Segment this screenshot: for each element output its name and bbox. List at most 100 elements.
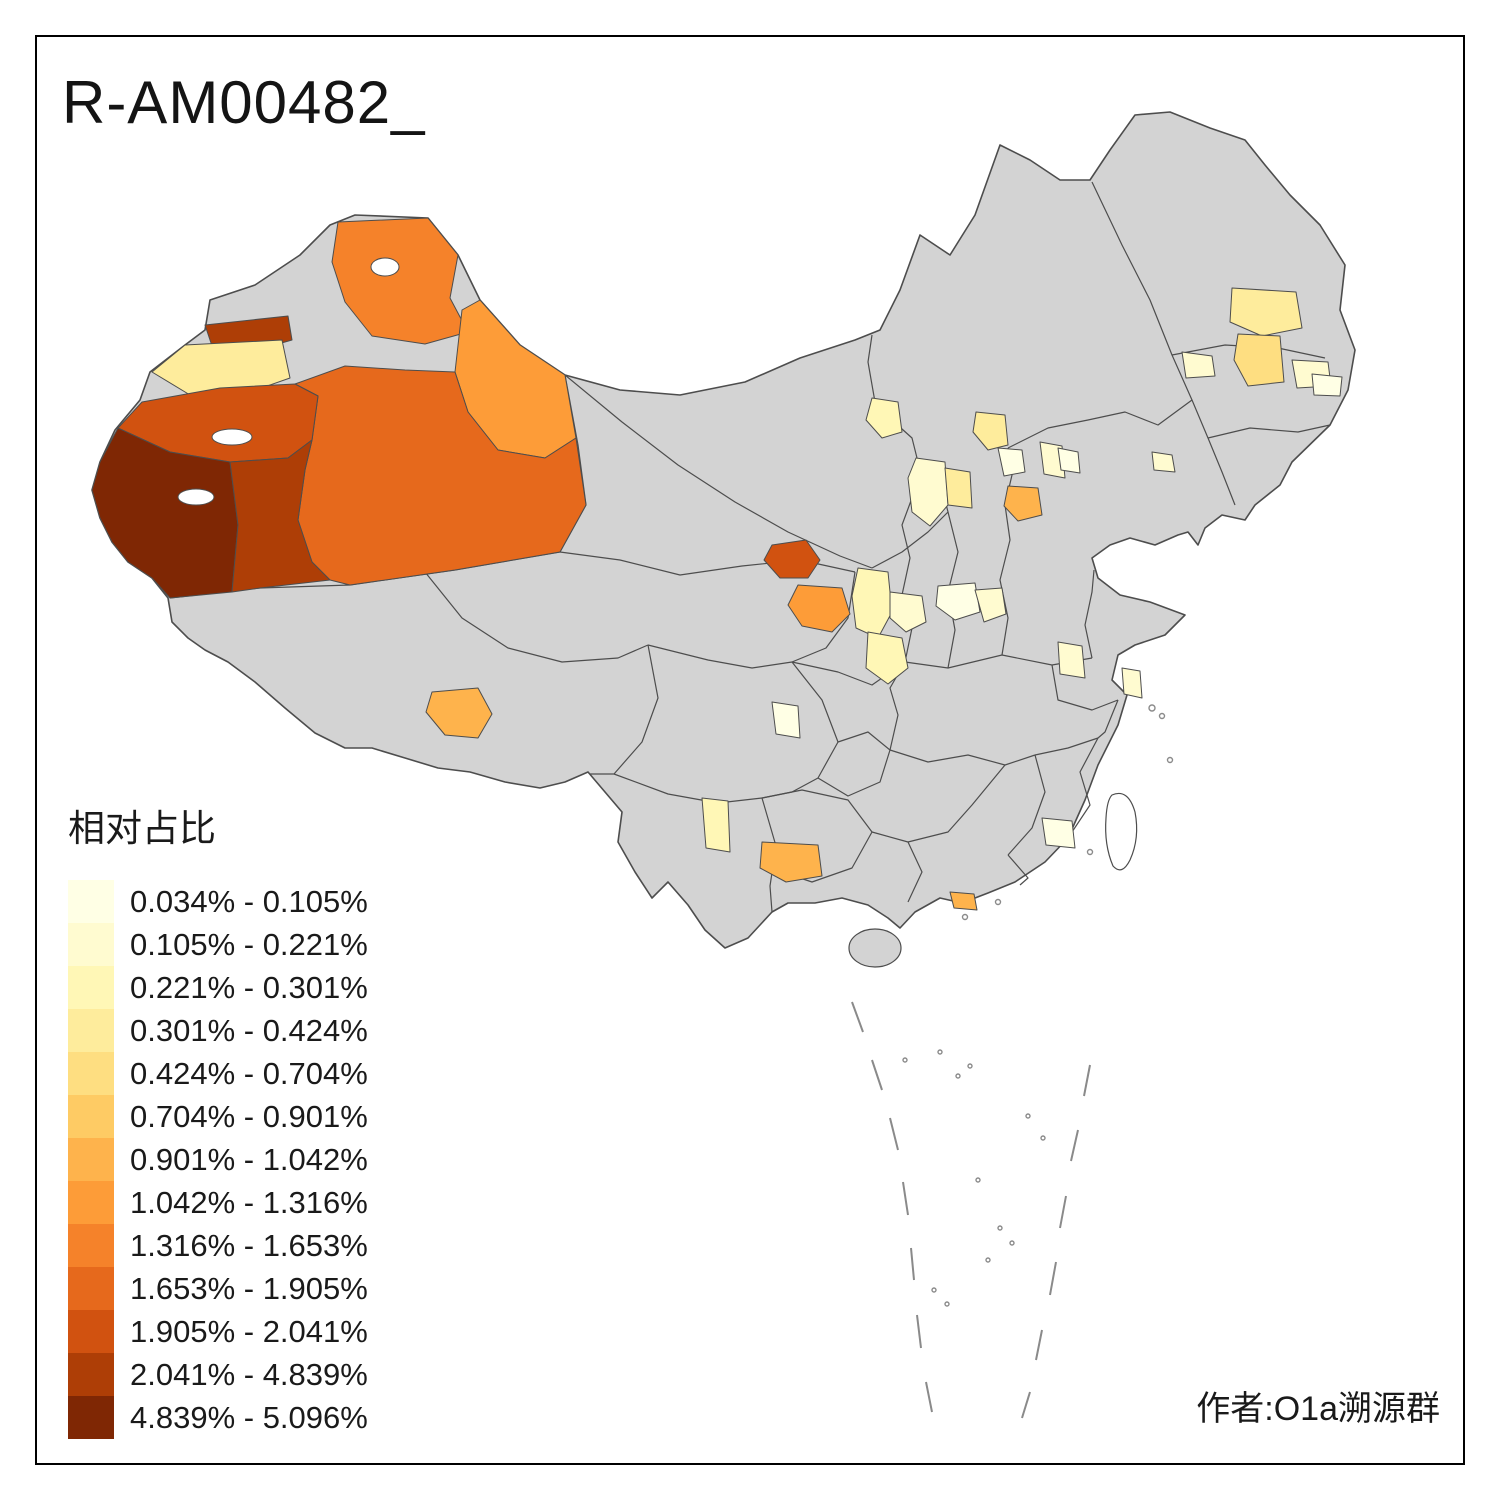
legend-item: 0.704% - 0.901% [68,1095,368,1138]
legend-swatch [68,1267,114,1310]
map-region-hebei-east [1057,447,1081,474]
legend-swatch [68,1095,114,1138]
legend-item: 1.042% - 1.316% [68,1181,368,1224]
legend-item: 4.839% - 5.096% [68,1396,368,1439]
map-region-hebei-north [972,411,1009,451]
sea-dash [902,1181,909,1216]
map-region-qinghai-orange [787,584,851,633]
south-china-sea-boundary [851,1001,1091,1419]
province-border [1007,399,1193,449]
province-border [999,447,1013,656]
legend-swatch [68,966,114,1009]
sea-dash [910,1247,915,1281]
sea-dash [1070,1129,1079,1162]
map-region-sichuan-pale [771,701,801,739]
legend-item: 0.424% - 0.704% [68,1052,368,1095]
map-region-innermongolia-west [865,397,903,439]
island-dot [931,1287,937,1293]
province-border [817,731,891,797]
map-region-gansu-east [889,591,927,633]
map-region-guizhou-guangxi [759,841,823,883]
map-region-jilin-far-east [1311,373,1343,397]
legend-title: 相对占比 [68,808,216,849]
enclave-hole [177,488,215,506]
legend-swatch [68,1138,114,1181]
map-region-heilongjiang-pale [1229,287,1303,337]
legend-label: 0.704% - 0.901% [130,1098,368,1134]
province-border [1034,737,1099,756]
island-dot [997,1225,1003,1231]
sea-dash [1049,1261,1057,1296]
legend-label: 0.301% - 0.424% [130,1012,368,1048]
plot-title: R-AM00482_ [62,69,426,136]
legend-swatch [68,923,114,966]
island-dot [994,898,1002,906]
legend-label: 0.424% - 0.704% [130,1055,368,1091]
province-border [1084,569,1095,659]
legend-label: 1.042% - 1.316% [130,1184,368,1220]
island-dot [902,1057,908,1063]
sea-dash [1083,1064,1091,1097]
province-border [1207,424,1331,439]
island-dot [1009,1240,1015,1246]
island-dot [1040,1135,1046,1141]
legend-swatch [68,880,114,923]
legend-swatch [68,1181,114,1224]
map-region-beijing [997,447,1026,477]
province-border [564,374,873,569]
map-region-qinghai-red [763,539,821,579]
map-region-shanghai [1121,667,1143,699]
map-region-gansu-south [865,631,909,685]
map-region-altay [331,217,469,345]
map-region-guangdong [949,891,978,911]
map-region-liaoning [1151,451,1176,473]
legend-item: 0.221% - 0.301% [68,966,368,1009]
legend-swatch [68,1009,114,1052]
enclave-hole [211,428,253,446]
province-border [424,571,649,663]
province-border [907,764,1006,843]
legend-label: 1.316% - 1.653% [130,1227,368,1263]
map-region-hebei-orange [1003,485,1043,522]
islands-group [848,704,1174,968]
legend-item: 1.316% - 1.653% [68,1224,368,1267]
choropleth-regions-group [91,217,1343,911]
map-region-ningxia [907,457,949,527]
attribution: 作者:O1a溯源群 [1196,1390,1440,1428]
province-border [871,831,923,903]
map-region-shaanxi-east [974,587,1007,623]
sea-dash [889,1117,899,1151]
legend-label: 1.905% - 2.041% [130,1313,368,1349]
legend-label: 0.105% - 0.221% [130,926,368,962]
island-dot [1025,1113,1031,1119]
island-dot [937,1049,943,1055]
legend-label: 0.901% - 1.042% [130,1141,368,1177]
map-region-fujian [1041,817,1076,849]
legend-item: 0.105% - 0.221% [68,923,368,966]
taiwan-island [1105,792,1138,871]
legend-swatch [68,1310,114,1353]
map-region-shandong [1057,641,1086,679]
island-dot [1158,712,1166,720]
province-border [613,773,763,804]
sea-dash [1059,1195,1067,1229]
map-region-guanzhong [935,582,981,621]
legend-item: 0.034% - 0.105% [68,880,368,923]
island-dot [1166,756,1174,764]
sea-dash [871,1059,883,1091]
map-region-hotan-dark [229,439,331,593]
island-dot [985,1257,991,1263]
map-region-yunnan [701,797,731,853]
legend-swatch [68,1396,114,1439]
province-border [590,644,659,775]
legend-swatch [68,1224,114,1267]
legend: 相对占比 0.034% - 0.105% 0.105% - 0.221% 0.221… [68,798,368,1439]
map-region-tibet-patch [425,687,493,739]
sea-dash [916,1314,922,1349]
sea-dash [1035,1329,1043,1361]
island-dot [955,1073,961,1079]
legend-label: 0.221% - 0.301% [130,969,368,1005]
legend-item: 1.653% - 1.905% [68,1267,368,1310]
